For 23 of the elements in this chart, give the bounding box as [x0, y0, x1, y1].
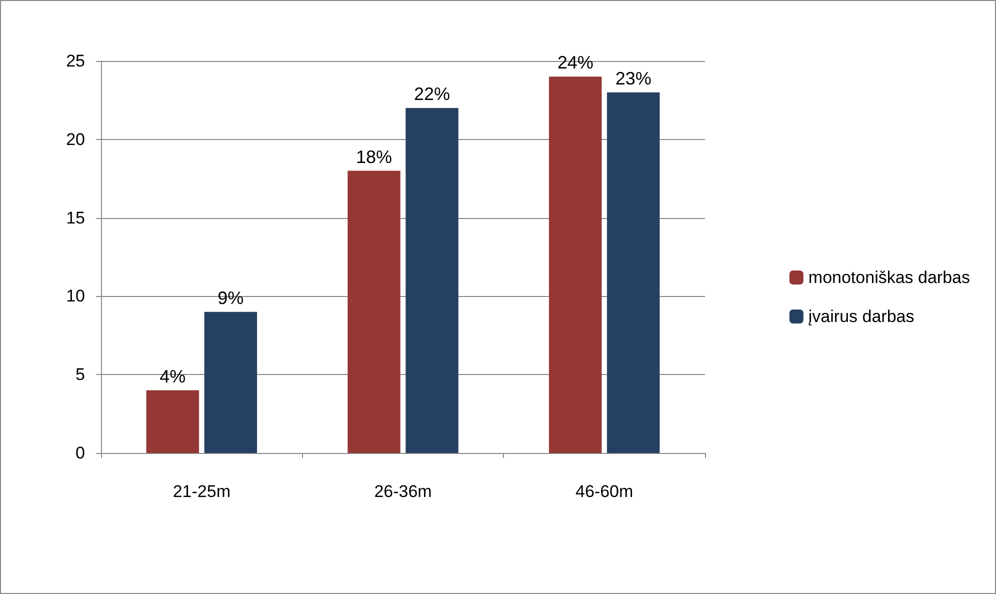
- data-label: 18%: [356, 146, 392, 167]
- data-label: 4%: [160, 366, 186, 386]
- y-tick-label: 0: [76, 444, 85, 462]
- bar: [548, 76, 602, 453]
- x-tick-label: 46-60m: [576, 482, 634, 501]
- data-label: 9%: [218, 288, 244, 308]
- bar: [204, 312, 258, 453]
- y-tick-label: 10: [66, 286, 85, 306]
- legend-label: monotoniškas darbas: [808, 268, 970, 287]
- bar: [348, 170, 400, 453]
- legend-label: įvairus darbas: [808, 307, 914, 326]
- x-tick-label: 21-25m: [172, 482, 230, 501]
- y-tick-label: 25: [66, 52, 85, 70]
- y-tick-label: 5: [76, 365, 85, 384]
- data-label: 22%: [414, 84, 450, 104]
- y-tick-label: 15: [66, 208, 85, 228]
- y-tick-label: 20: [66, 130, 85, 149]
- bar: [606, 92, 660, 453]
- data-label: 23%: [615, 68, 652, 88]
- data-label: 24%: [557, 52, 594, 73]
- bar: [146, 390, 200, 453]
- x-tick-label: 26-36m: [374, 482, 432, 501]
- bar: [406, 108, 458, 453]
